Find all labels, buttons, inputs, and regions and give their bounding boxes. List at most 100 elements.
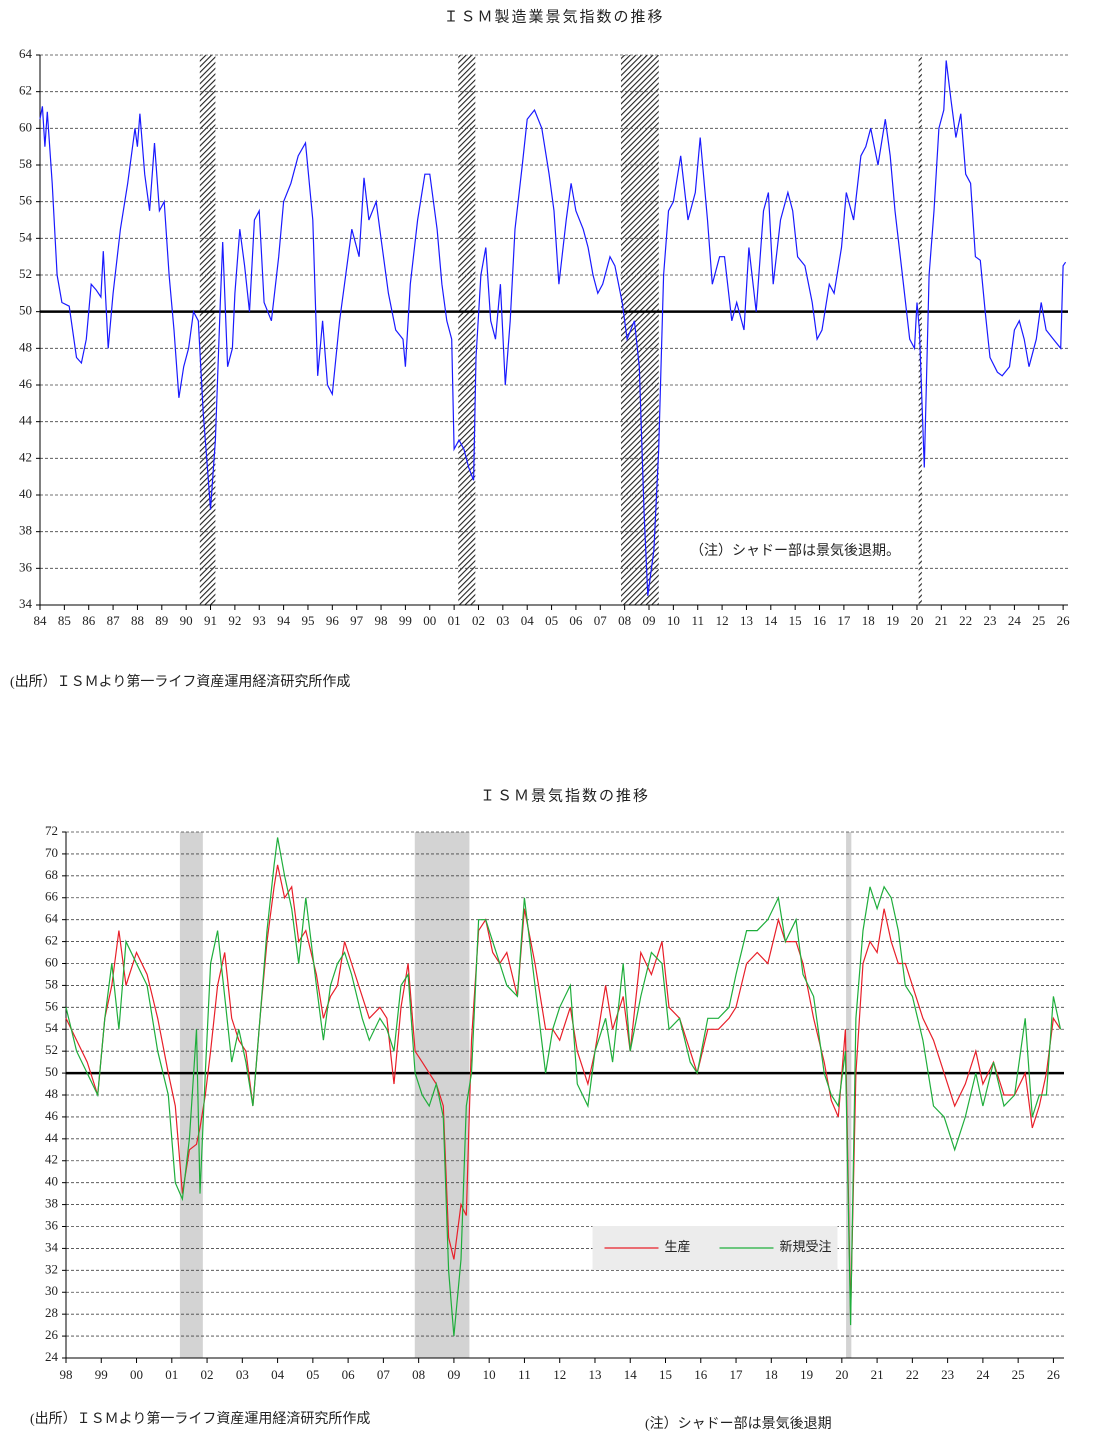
y-tick-label: 44	[19, 413, 33, 428]
y-tick-label: 70	[45, 845, 58, 860]
x-tick-label: 04	[271, 1367, 285, 1382]
x-tick-label: 98	[60, 1367, 73, 1382]
y-tick-label: 54	[45, 1020, 59, 1035]
x-tick-label: 08	[412, 1367, 425, 1382]
x-tick-label: 14	[764, 613, 778, 628]
x-tick-label: 24	[976, 1367, 990, 1382]
y-tick-label: 72	[45, 823, 58, 838]
y-tick-label: 36	[45, 1217, 59, 1232]
x-tick-label: 23	[941, 1367, 954, 1382]
x-tick-label: 06	[569, 613, 583, 628]
x-tick-label: 84	[34, 613, 48, 628]
y-tick-label: 42	[45, 1152, 58, 1167]
y-tick-label: 58	[45, 976, 58, 991]
x-tick-label: 10	[483, 1367, 496, 1382]
y-tick-label: 68	[45, 867, 58, 882]
x-tick-label: 09	[643, 613, 656, 628]
x-tick-label: 21	[935, 613, 948, 628]
x-tick-label: 88	[131, 613, 144, 628]
x-tick-label: 15	[659, 1367, 672, 1382]
x-tick-label: 07	[377, 1367, 391, 1382]
chart-title: ＩＳＭ景気指数の推移	[480, 787, 650, 804]
y-tick-label: 40	[45, 1174, 58, 1189]
y-tick-label: 64	[45, 911, 59, 926]
x-tick-label: 97	[350, 613, 364, 628]
y-tick-label: 38	[19, 523, 32, 538]
legend-label: 生産	[665, 1239, 691, 1254]
series-line	[39, 60, 1067, 596]
x-tick-label: 92	[228, 613, 241, 628]
x-tick-label: 13	[588, 1367, 601, 1382]
x-tick-label: 20	[910, 613, 923, 628]
x-tick-label: 16	[694, 1367, 708, 1382]
x-tick-label: 03	[496, 613, 509, 628]
x-tick-label: 10	[667, 613, 680, 628]
y-tick-label: 34	[19, 596, 33, 611]
y-tick-label: 24	[45, 1349, 59, 1364]
y-tick-label: 46	[45, 1108, 59, 1123]
legend-label: 新規受注	[780, 1239, 832, 1254]
x-tick-label: 87	[107, 613, 121, 628]
x-tick-label: 17	[730, 1367, 744, 1382]
x-tick-label: 99	[399, 613, 412, 628]
x-tick-label: 12	[553, 1367, 566, 1382]
x-tick-label: 22	[906, 1367, 919, 1382]
y-tick-label: 28	[45, 1305, 58, 1320]
y-tick-label: 64	[19, 46, 33, 61]
x-tick-label: 12	[716, 613, 729, 628]
x-tick-label: 08	[618, 613, 631, 628]
x-tick-label: 02	[472, 613, 485, 628]
source-note: (出所）ＩＳＭより第一ライフ資産運用経済研究所作成	[10, 673, 350, 690]
recession-shade	[918, 55, 922, 605]
x-tick-label: 20	[835, 1367, 848, 1382]
y-tick-label: 56	[45, 998, 59, 1013]
y-tick-label: 32	[45, 1261, 58, 1276]
x-tick-label: 19	[800, 1367, 813, 1382]
y-tick-label: 36	[19, 559, 33, 574]
chart-title: ＩＳＭ製造業景気指数の推移	[443, 8, 664, 25]
x-tick-label: 25	[1012, 1367, 1025, 1382]
y-tick-label: 60	[19, 119, 32, 134]
y-tick-label: 48	[45, 1086, 58, 1101]
x-tick-label: 95	[301, 613, 314, 628]
x-tick-label: 85	[58, 613, 71, 628]
x-tick-label: 89	[155, 613, 168, 628]
x-tick-label: 99	[95, 1367, 108, 1382]
x-tick-label: 01	[165, 1367, 178, 1382]
recession-shade	[458, 55, 476, 605]
chart: ＩＳＭ景気指数の推移 24 26 28 30 32 34 36 38 40 42 44 46 48 50 52…	[30, 787, 1064, 1432]
y-tick-label: 48	[19, 339, 32, 354]
x-tick-label: 90	[180, 613, 193, 628]
x-tick-label: 25	[1032, 613, 1045, 628]
y-tick-label: 26	[45, 1327, 59, 1342]
shade-note: （注）シャドー部は景気後退期。	[690, 543, 900, 559]
x-tick-label: 05	[545, 613, 558, 628]
y-tick-label: 46	[19, 376, 33, 391]
y-tick-label: 38	[45, 1196, 58, 1211]
x-tick-label: 94	[277, 613, 291, 628]
x-tick-label: 02	[201, 1367, 214, 1382]
y-tick-label: 50	[19, 303, 32, 318]
x-tick-label: 01	[448, 613, 461, 628]
y-tick-label: 56	[19, 193, 33, 208]
y-tick-label: 62	[45, 933, 58, 948]
x-tick-label: 13	[740, 613, 753, 628]
x-tick-label: 26	[1057, 613, 1071, 628]
y-tick-label: 62	[19, 83, 32, 98]
x-tick-label: 16	[813, 613, 827, 628]
y-tick-label: 44	[45, 1130, 59, 1145]
chart: ＩＳＭ製造業景気指数の推移 34 36 38 40 42 44 46 48 50 52 54 56 58 6…	[10, 8, 1070, 690]
shade-note: (注）シャドー部は景気後退期	[645, 1416, 832, 1432]
x-tick-label: 04	[521, 613, 535, 628]
recession-shade	[199, 55, 216, 605]
x-tick-label: 21	[871, 1367, 884, 1382]
x-tick-label: 00	[423, 613, 436, 628]
y-tick-label: 34	[45, 1239, 59, 1254]
x-tick-label: 11	[518, 1367, 531, 1382]
y-tick-label: 40	[19, 486, 32, 501]
x-tick-label: 18	[862, 613, 875, 628]
legend: 生産 新規受注	[592, 1226, 838, 1270]
y-tick-label: 58	[19, 156, 32, 171]
